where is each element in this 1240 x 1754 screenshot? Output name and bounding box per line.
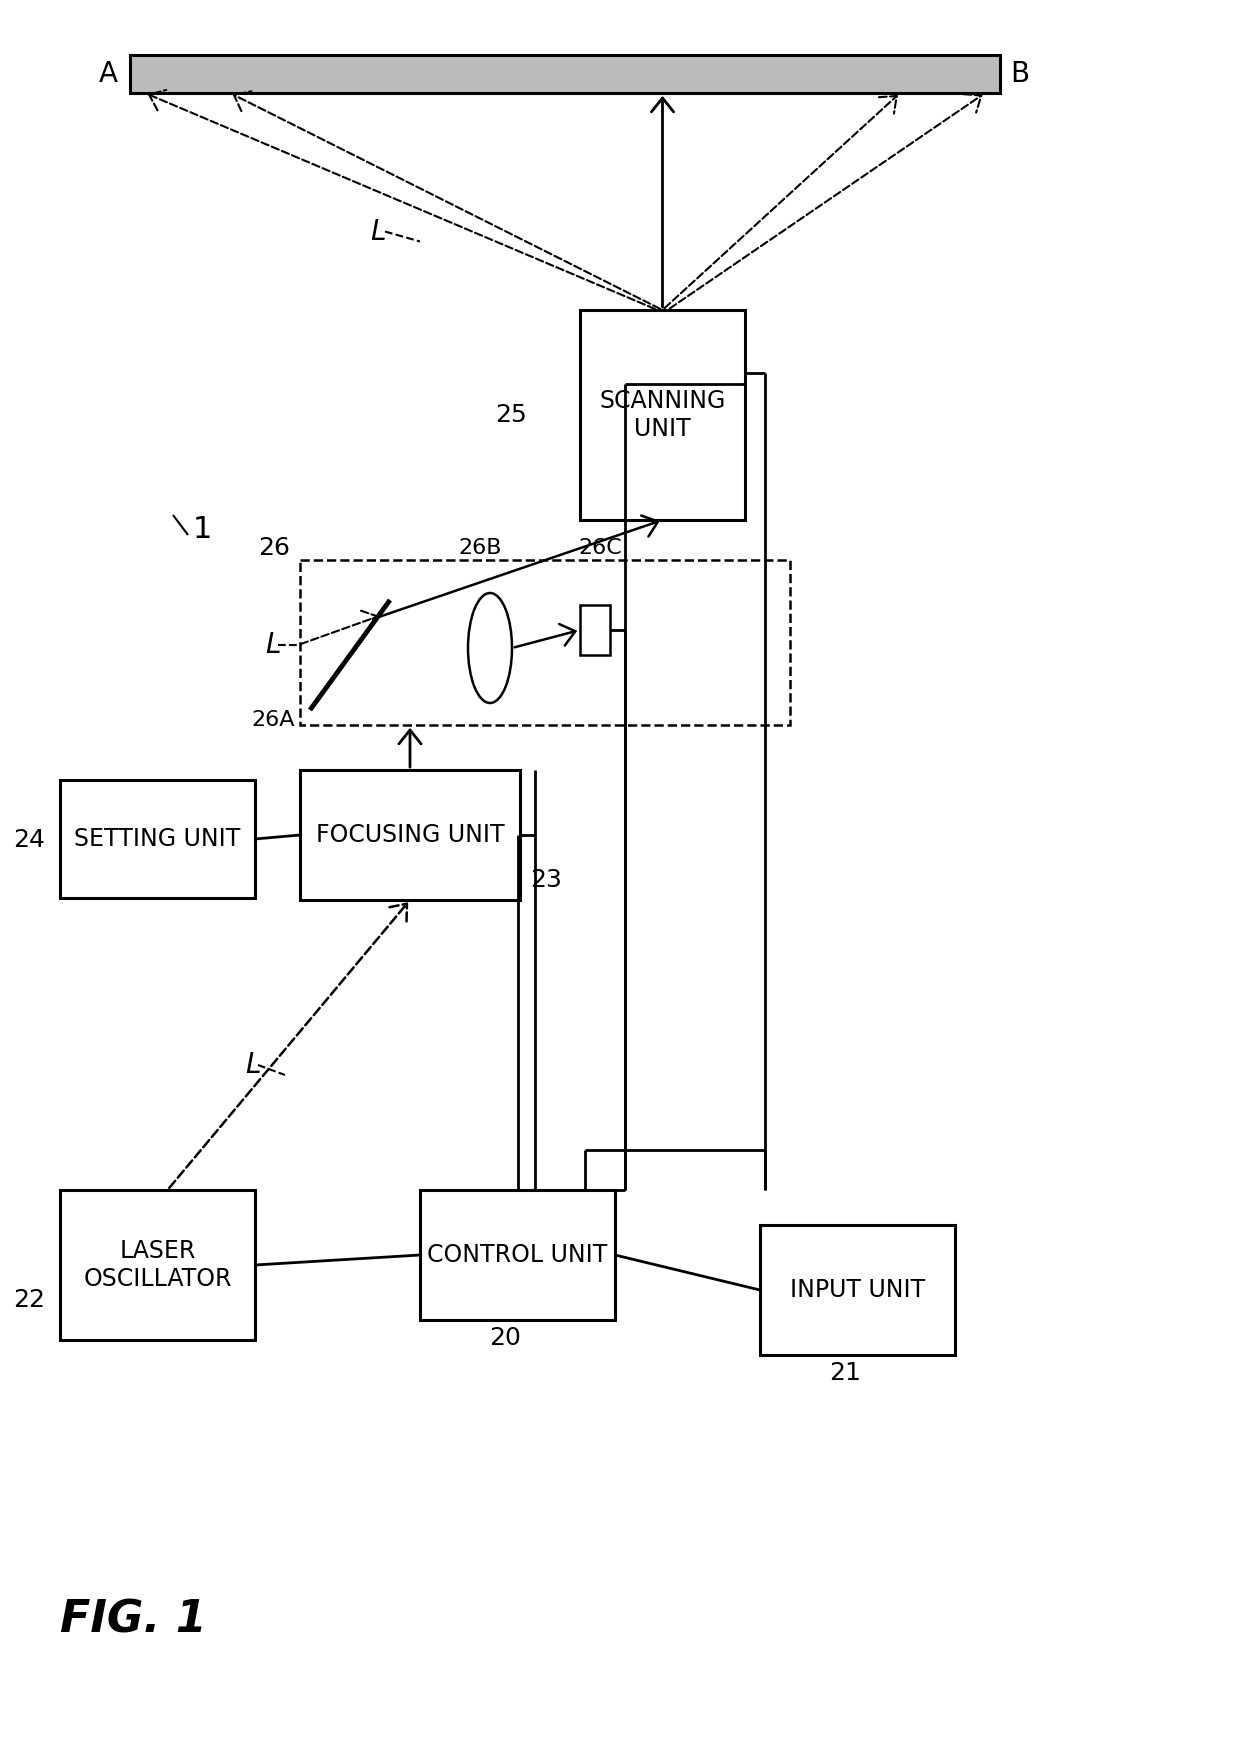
FancyBboxPatch shape bbox=[60, 781, 255, 898]
Text: SCANNING
UNIT: SCANNING UNIT bbox=[599, 389, 725, 440]
Text: 1: 1 bbox=[193, 516, 212, 544]
Text: 26A: 26A bbox=[252, 710, 295, 730]
FancyBboxPatch shape bbox=[60, 1189, 255, 1340]
FancyBboxPatch shape bbox=[580, 310, 745, 519]
FancyBboxPatch shape bbox=[300, 560, 790, 724]
Text: 20: 20 bbox=[489, 1326, 521, 1351]
Text: 26C: 26C bbox=[578, 538, 622, 558]
Ellipse shape bbox=[467, 593, 512, 703]
Text: B: B bbox=[1011, 60, 1029, 88]
FancyBboxPatch shape bbox=[760, 1224, 955, 1356]
FancyBboxPatch shape bbox=[580, 605, 610, 654]
Text: A: A bbox=[99, 60, 118, 88]
Text: INPUT UNIT: INPUT UNIT bbox=[790, 1279, 925, 1301]
Text: 24: 24 bbox=[12, 828, 45, 852]
Text: 22: 22 bbox=[12, 1287, 45, 1312]
Text: 23: 23 bbox=[529, 868, 562, 893]
Text: 25: 25 bbox=[495, 403, 527, 426]
Text: L: L bbox=[246, 1051, 260, 1079]
FancyBboxPatch shape bbox=[300, 770, 520, 900]
Text: 26: 26 bbox=[258, 537, 290, 560]
Text: FIG. 1: FIG. 1 bbox=[60, 1598, 207, 1642]
Text: FOCUSING UNIT: FOCUSING UNIT bbox=[316, 823, 505, 847]
Text: CONTROL UNIT: CONTROL UNIT bbox=[428, 1244, 608, 1266]
Text: L: L bbox=[370, 217, 386, 246]
Text: L: L bbox=[265, 631, 280, 660]
FancyBboxPatch shape bbox=[130, 54, 999, 93]
Text: LASER
OSCILLATOR: LASER OSCILLATOR bbox=[83, 1238, 232, 1291]
Text: 21: 21 bbox=[830, 1361, 861, 1386]
Text: 26B: 26B bbox=[459, 538, 502, 558]
FancyBboxPatch shape bbox=[420, 1189, 615, 1321]
Text: SETTING UNIT: SETTING UNIT bbox=[74, 826, 241, 851]
